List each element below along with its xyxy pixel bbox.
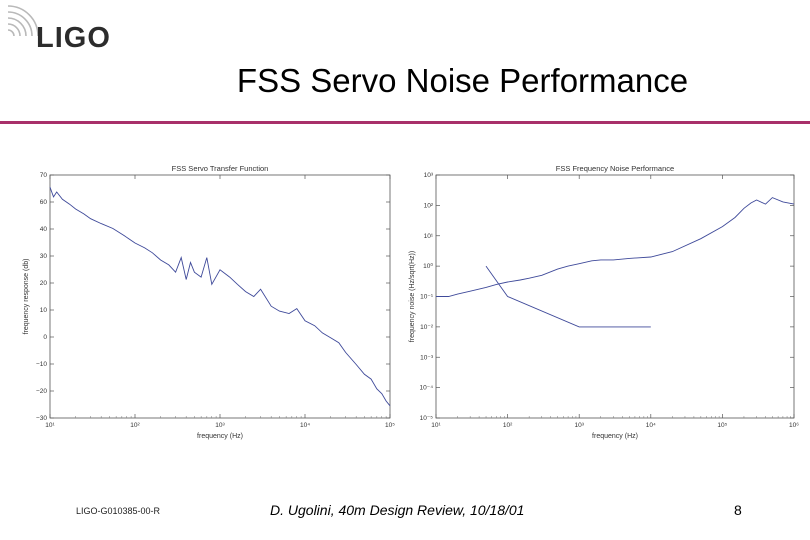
title-divider — [0, 121, 810, 124]
author-line: D. Ugolini, 40m Design Review, 10/18/01 — [270, 502, 525, 518]
y-tick-label: 20 — [40, 280, 48, 287]
series-line-1 — [49, 187, 391, 407]
y-tick-label: 10 — [40, 307, 48, 314]
x-tick-label: 10¹ — [431, 422, 441, 429]
slide-title: FSS Servo Noise Performance — [236, 62, 689, 99]
y-tick-label: 10⁻⁴ — [420, 385, 434, 392]
y-tick-label: 10¹ — [424, 233, 434, 240]
x-tick-label: 10⁵ — [717, 422, 727, 429]
x-tick-label: 10⁴ — [646, 422, 656, 429]
y-tick-label: 60 — [40, 199, 48, 206]
x-tick-label: 10² — [130, 422, 140, 429]
x-tick-label: 10⁶ — [789, 422, 799, 429]
chart-title: FSS Frequency Noise Performance — [556, 164, 674, 173]
x-tick-label: 10⁴ — [300, 422, 310, 429]
y-axis-label: frequency noise (Hz/sqrt(Hz)) — [409, 251, 416, 342]
chart-title: FSS Servo Transfer Function — [172, 164, 269, 173]
page-number: 8 — [734, 502, 742, 518]
ligo-logo-arcs-icon — [7, 5, 39, 37]
y-tick-label: 10⁻¹ — [420, 294, 434, 301]
transfer-function-chart: FSS Servo Transfer Function 10¹ 10² 10³ 10⁴ 1… — [20, 150, 398, 450]
x-axis-label: frequency (Hz) — [197, 433, 243, 440]
y-axis-label: frequency response (db) — [23, 259, 30, 335]
series-line-2 — [485, 265, 651, 328]
frequency-noise-svg: FSS Frequency Noise Performance 10¹ 10² 10³… — [409, 164, 799, 440]
series-line-1 — [436, 197, 795, 297]
plot-frame — [49, 174, 391, 419]
document-id: LIGO-G010385-00-R — [76, 506, 161, 516]
x-tick-label: 10³ — [215, 422, 225, 429]
ligo-logo: LIGO — [36, 22, 111, 54]
y-tick-label: 0 — [43, 334, 47, 341]
y-tick-label: 10⁻⁵ — [420, 415, 434, 422]
y-tick-label: 70 — [40, 172, 48, 179]
x-tick-label: 10² — [503, 422, 513, 429]
y-tick-label: −10 — [36, 361, 47, 368]
y-tick-label: 10⁻³ — [420, 354, 434, 361]
y-tick-label: 10² — [424, 202, 434, 209]
y-tick-label: 10⁻² — [420, 324, 434, 331]
x-tick-label: 10⁵ — [385, 422, 395, 429]
x-tick-label: 10¹ — [45, 422, 55, 429]
y-tick-label: −30 — [36, 415, 47, 422]
transfer-function-svg: FSS Servo Transfer Function 10¹ 10² 10³ 10⁴ 1… — [23, 164, 395, 440]
y-tick-label: 30 — [40, 253, 48, 260]
y-tick-label: 10⁰ — [423, 262, 433, 270]
x-axis-label: frequency (Hz) — [592, 433, 638, 440]
x-tick-label: 10³ — [574, 422, 584, 429]
y-tick-label: 10³ — [424, 172, 434, 179]
y-tick-label: 40 — [40, 226, 48, 233]
frequency-noise-chart: FSS Frequency Noise Performance 10¹ 10² 10³… — [404, 150, 802, 450]
y-tick-label: −20 — [36, 388, 47, 395]
